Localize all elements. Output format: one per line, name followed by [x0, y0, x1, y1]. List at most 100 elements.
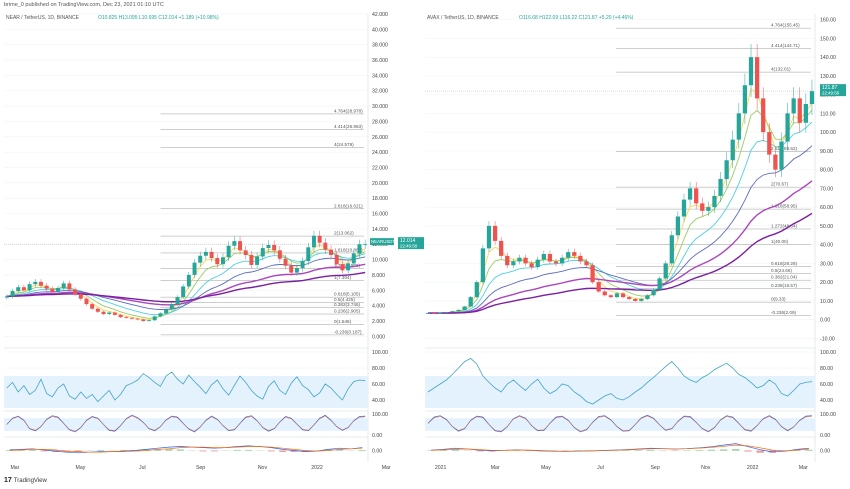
moving-average-line	[427, 121, 813, 314]
candle-body	[633, 299, 638, 301]
macd-histogram-bar	[439, 449, 447, 451]
candle-body	[90, 304, 95, 309]
rsi-tick-label: 100.00	[820, 350, 836, 356]
y-tick-label: 70.00	[820, 186, 833, 192]
y-tick-label: 22.000	[372, 165, 388, 171]
candle-body	[147, 320, 152, 322]
osc-tick-label: 100.00	[372, 412, 388, 418]
macd-histogram-bar	[211, 450, 218, 452]
macd-signal-line	[9, 446, 363, 453]
x-tick-label: May	[76, 465, 86, 471]
candle-body	[84, 298, 89, 305]
candle-body	[272, 245, 277, 251]
candle-body	[724, 160, 729, 179]
candle-body	[21, 287, 26, 291]
y-tick-label: 40.000	[372, 27, 388, 33]
candle-body	[164, 309, 169, 314]
candle-body	[329, 249, 334, 255]
y-tick-label: 110.00	[820, 111, 836, 117]
candle-body	[425, 313, 431, 314]
candle-body	[474, 282, 479, 298]
y-tick-label: 6.000	[372, 288, 385, 294]
candle-body	[283, 258, 288, 266]
chart-title: AVAX / TetherUS, 1D, BINANCE	[427, 15, 499, 21]
candle-body	[602, 291, 607, 296]
candle-body	[135, 318, 140, 320]
x-tick-label: Mar	[10, 465, 19, 471]
macd-histogram-bar	[622, 450, 630, 451]
y-tick-label: 38.000	[372, 43, 388, 49]
candle-body	[480, 248, 486, 283]
candle-body	[785, 113, 790, 142]
candle-body	[492, 225, 498, 241]
candle-body	[351, 253, 356, 264]
candle-body	[773, 154, 778, 170]
near-chart-panel: NEAR / TetherUS, 1D, BINANCE O10.825 H13.…	[4, 12, 424, 471]
x-tick-label: Mar	[491, 465, 500, 471]
candle-body	[306, 247, 311, 262]
moving-average-line	[428, 212, 813, 314]
y-tick-label: 32.000	[372, 89, 388, 95]
candle-body	[748, 57, 754, 86]
fib-level-label: 2(70.67)	[771, 182, 789, 187]
candle-body	[651, 289, 656, 296]
fib-level-label: 4.764(155.45)	[771, 23, 800, 28]
macd-histogram-bar	[245, 449, 252, 451]
candle-body	[572, 252, 577, 256]
candle-body	[4, 296, 9, 298]
macd-tick-label: 0.00	[820, 449, 830, 455]
fib-level-label: 0.382(21.04)	[771, 275, 798, 280]
candle-body	[260, 248, 265, 257]
macd-histogram-bar	[744, 450, 752, 452]
rsi-tick-label: 60.00	[372, 382, 385, 388]
osc-tick-label: 0.00	[372, 433, 382, 439]
candle-body	[590, 265, 595, 283]
candle-body	[761, 98, 766, 133]
y-tick-label: 24.000	[372, 150, 388, 156]
y-tick-label: 30.00	[820, 261, 833, 267]
y-tick-label: 150.00	[820, 36, 836, 42]
candle-body	[432, 313, 437, 314]
candle-body	[614, 293, 620, 298]
candle-body	[566, 252, 571, 258]
rsi-tick-label: 40.00	[372, 398, 385, 404]
footer-brand[interactable]: TradingView	[13, 477, 47, 484]
candle-body	[736, 113, 741, 140]
y-tick-label: 34.000	[372, 73, 388, 79]
candle-body	[486, 225, 492, 249]
candle-body	[620, 293, 626, 298]
y-tick-label: 14.000	[372, 227, 388, 233]
macd-histogram-bar	[476, 450, 484, 452]
candle-body	[553, 261, 559, 264]
candle-body	[232, 241, 237, 246]
fib-level-label: 4.414(26.963)	[334, 124, 363, 129]
y-tick-label: 2.000	[372, 319, 385, 325]
x-tick-label: Nov	[258, 465, 268, 471]
candle-body	[186, 274, 191, 287]
y-tick-label: 26.000	[372, 135, 388, 141]
candle-body	[505, 255, 510, 266]
rsi-line	[427, 357, 813, 405]
candle-body	[158, 313, 163, 317]
fib-level-label: 1(7.304)	[334, 275, 352, 280]
fib-level-label: 0.382(3.746)	[334, 302, 361, 307]
y-tick-label: 10.00	[820, 299, 833, 305]
y-tick-label: 42.000	[372, 12, 388, 18]
fib-level-label: 1.618(10.863)	[334, 247, 363, 252]
macd-histogram-bar	[805, 449, 813, 451]
y-tick-label: 4.000	[372, 304, 385, 310]
price-tag-bg	[820, 84, 846, 97]
fib-level-label: 2(13.062)	[334, 231, 354, 236]
candle-body	[535, 259, 540, 268]
x-tick-label: 2022	[747, 465, 759, 471]
y-tick-label: 18.000	[372, 196, 388, 202]
candle-body	[118, 314, 123, 318]
candle-body	[584, 261, 589, 266]
x-tick-label: Nov	[701, 465, 711, 471]
candle-body	[809, 91, 815, 104]
fib-level-label: 0.618(28.28)	[771, 261, 798, 266]
fib-level-label: 4(24.579)	[334, 142, 354, 147]
candle-body	[363, 244, 368, 245]
candle-body	[226, 245, 231, 258]
